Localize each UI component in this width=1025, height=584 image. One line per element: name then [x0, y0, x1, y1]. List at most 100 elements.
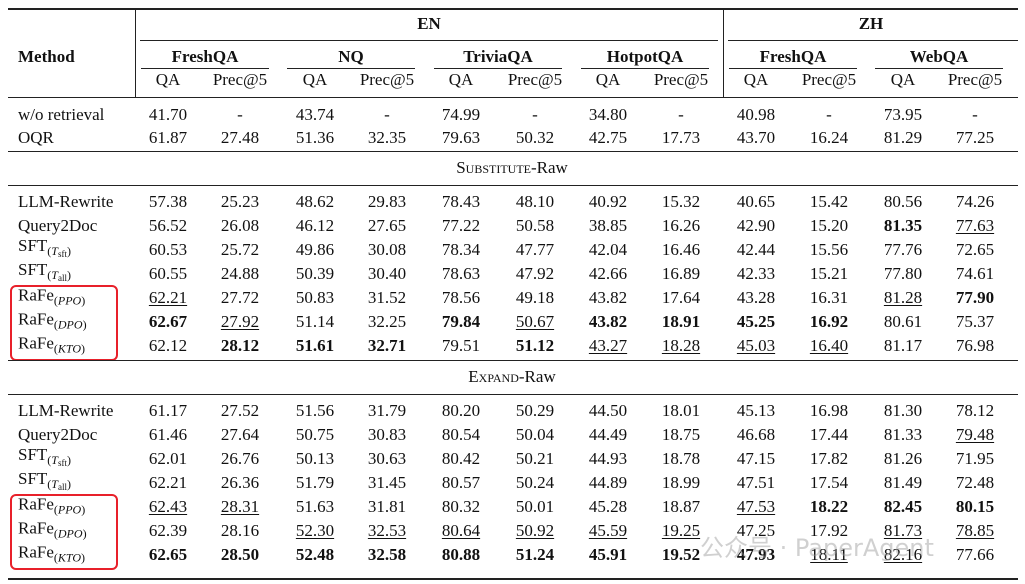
section-title-caps: Expand — [468, 367, 519, 386]
value-cell: 18.99 — [661, 473, 701, 492]
value-cell: 45.28 — [588, 497, 628, 516]
value-cell: 46.12 — [295, 216, 335, 235]
rule — [8, 97, 1018, 98]
value-cell: 43.27 — [588, 336, 628, 355]
metric-header: QA — [302, 70, 328, 89]
value-cell: 75.37 — [955, 312, 995, 331]
subscript-var: DPO — [57, 526, 83, 541]
value-cell: 61.46 — [148, 425, 188, 444]
value-cell: 16.24 — [809, 128, 849, 147]
subscript-close: ) — [66, 477, 71, 491]
watermark: 公众号 · PaperAgent — [700, 534, 934, 562]
value-cell: 81.49 — [883, 473, 923, 492]
value-cell: 18.28 — [661, 336, 701, 355]
value-cell: 43.82 — [588, 312, 628, 331]
value-cell: 32.25 — [367, 312, 407, 331]
value-cell: 82.16 — [883, 545, 923, 564]
value-cell: 40.92 — [588, 192, 628, 211]
value-cell: 61.17 — [148, 401, 188, 420]
value-cell: 17.44 — [809, 425, 849, 444]
dataset-header: NQ — [338, 47, 364, 66]
value-cell: 19.25 — [661, 521, 701, 540]
value-cell: 42.04 — [588, 240, 628, 259]
rule — [8, 578, 1018, 580]
method-name: SFT — [18, 469, 48, 488]
value-cell: 16.98 — [809, 401, 849, 420]
value-cell: 32.71 — [367, 336, 407, 355]
value-cell: 17.54 — [809, 473, 849, 492]
value-cell: 44.49 — [588, 425, 628, 444]
method-subscript: (Tsft) — [47, 453, 71, 468]
value-cell: 81.26 — [883, 449, 923, 468]
value-cell: 42.33 — [736, 264, 776, 283]
rule — [8, 8, 1018, 10]
value-cell: 46.68 — [736, 425, 776, 444]
value-cell: 62.39 — [148, 521, 188, 540]
value-cell: 79.48 — [955, 425, 995, 444]
method-cell: Query2Doc — [18, 216, 97, 236]
value-cell: 50.83 — [295, 288, 335, 307]
subscript-close: ) — [66, 244, 71, 258]
subscript-close: ) — [82, 317, 87, 332]
value-cell: 72.48 — [955, 473, 995, 492]
value-cell: 52.48 — [295, 545, 335, 564]
value-cell: 51.12 — [515, 336, 555, 355]
method-cell: LLM-Rewrite — [18, 192, 113, 212]
method-name: RaFe — [18, 285, 54, 305]
metric-header: QA — [155, 70, 181, 89]
method-subscript: (PPO) — [54, 503, 85, 517]
value-cell: 52.30 — [295, 521, 335, 540]
subscript-index: all — [57, 273, 67, 283]
method-subscript: (DPO) — [54, 318, 87, 332]
value-cell: 30.63 — [367, 449, 407, 468]
value-cell: 28.16 — [220, 521, 260, 540]
value-cell: 51.79 — [295, 473, 335, 492]
value-cell: 74.99 — [441, 105, 481, 124]
value-cell: 62.21 — [148, 288, 188, 307]
subscript-open: ( — [53, 526, 58, 541]
value-cell: 80.54 — [441, 425, 481, 444]
value-cell: 77.80 — [883, 264, 923, 283]
value-cell: 80.57 — [441, 473, 481, 492]
value-cell: 17.82 — [809, 449, 849, 468]
value-cell: 45.91 — [588, 545, 628, 564]
group-header: ZH — [858, 14, 884, 33]
value-cell: 26.36 — [220, 473, 260, 492]
value-cell: 27.72 — [220, 288, 260, 307]
value-cell: 27.64 — [220, 425, 260, 444]
value-cell: 18.91 — [661, 312, 701, 331]
method-name: LLM-Rewrite — [18, 192, 114, 211]
value-cell: 50.92 — [515, 521, 555, 540]
value-cell: 60.55 — [148, 264, 188, 283]
method-name: SFT — [18, 445, 48, 464]
subscript-var: T — [51, 268, 58, 282]
value-cell: 47.92 — [515, 264, 555, 283]
value-cell: - — [384, 105, 390, 124]
section-title-caps: Substitute — [456, 158, 531, 177]
value-cell: 40.98 — [736, 105, 776, 124]
value-cell: 62.43 — [148, 497, 188, 516]
value-cell: 15.56 — [809, 240, 849, 259]
value-cell: 25.23 — [220, 192, 260, 211]
subscript-var: PPO — [57, 293, 82, 308]
value-cell: 50.58 — [515, 216, 555, 235]
value-cell: 40.65 — [736, 192, 776, 211]
value-cell: 50.13 — [295, 449, 335, 468]
value-cell: 78.56 — [441, 288, 481, 307]
method-name: RaFe — [18, 518, 54, 538]
rule — [8, 360, 1018, 361]
group-rule — [728, 40, 1018, 41]
value-cell: 25.72 — [220, 240, 260, 259]
method-header: Method — [18, 47, 75, 66]
value-cell: 27.65 — [367, 216, 407, 235]
value-cell: 62.12 — [148, 336, 188, 355]
method-cell: SFT(Tall) — [18, 469, 71, 497]
method-subscript: (KTO) — [54, 342, 85, 356]
method-cell: RaFe(DPO) — [18, 519, 87, 544]
method-subscript: (DPO) — [54, 527, 87, 541]
subscript-open: ( — [47, 477, 52, 491]
value-cell: 47.53 — [736, 497, 776, 516]
value-cell: 61.87 — [148, 128, 188, 147]
value-cell: 16.46 — [661, 240, 701, 259]
value-cell: 18.22 — [809, 497, 849, 516]
